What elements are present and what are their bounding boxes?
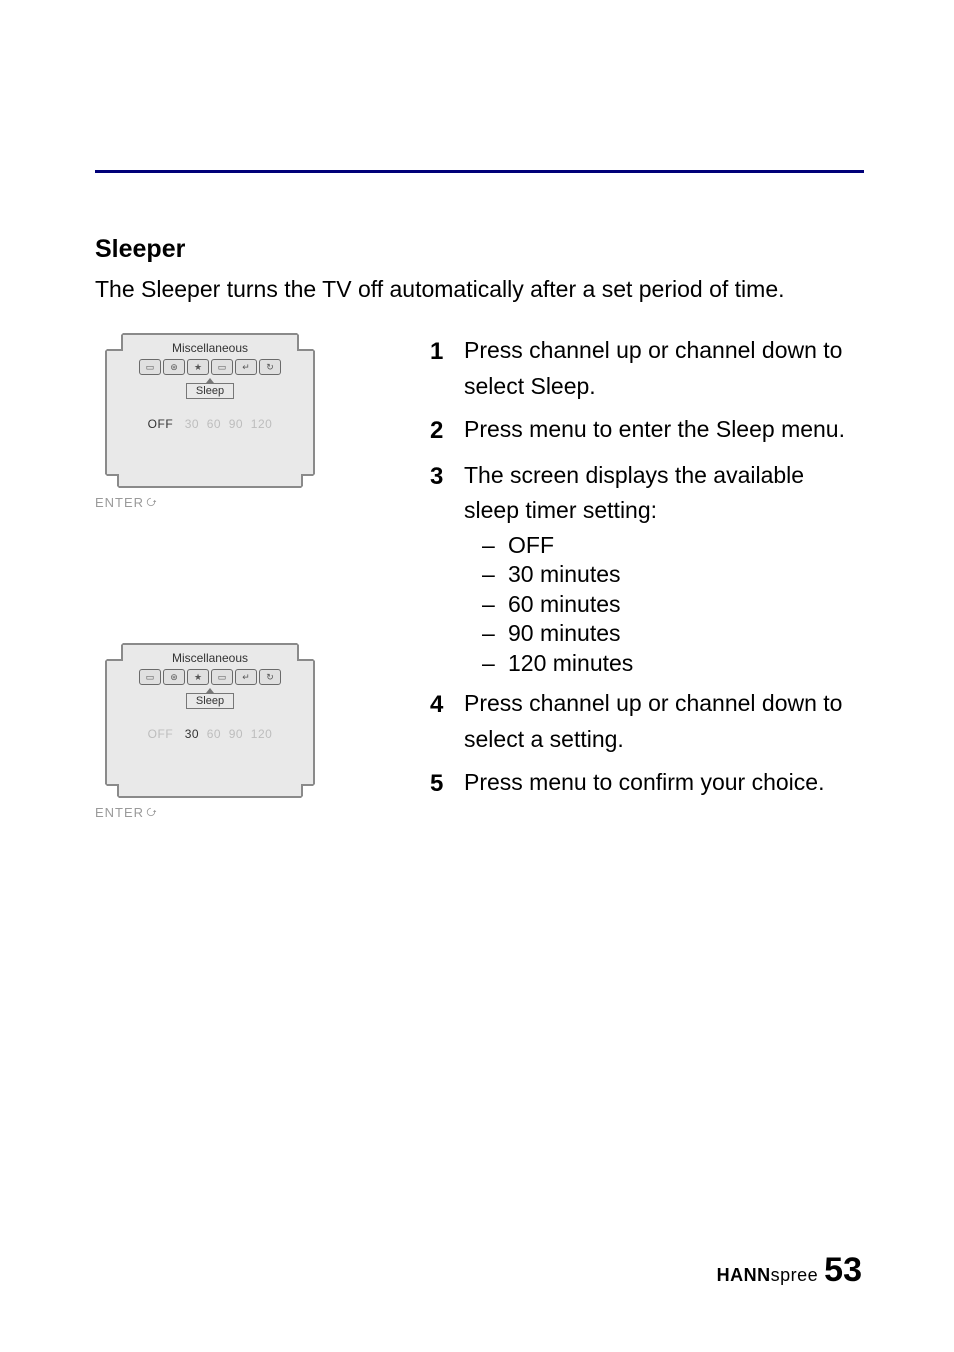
figures-column: Miscellaneous ▭ ⊛ ★ ▭ ↵ ↻ Sleep OFF 30 6… bbox=[95, 333, 375, 843]
osd-opt: 60 bbox=[207, 417, 221, 431]
osd-icon-row: ▭ ⊛ ★ ▭ ↵ ↻ bbox=[107, 669, 313, 685]
osd-frame: Miscellaneous ▭ ⊛ ★ ▭ ↵ ↻ Sleep OFF 30 6… bbox=[105, 643, 315, 798]
step-text: Press channel up or channel down to sele… bbox=[464, 333, 864, 404]
step-text: The screen displays the available sleep … bbox=[464, 462, 804, 524]
osd-enter-label: ENTER bbox=[95, 495, 157, 510]
globe-icon: ⊛ bbox=[163, 669, 185, 685]
return-icon: ↵ bbox=[235, 669, 257, 685]
sub-item: 30 minutes bbox=[482, 560, 864, 589]
osd-options-row-2: OFF 30 60 90 120 bbox=[107, 727, 313, 741]
osd-opt: 60 bbox=[207, 727, 221, 741]
step-sublist: OFF 30 minutes 60 minutes 90 minutes 120… bbox=[464, 531, 864, 678]
osd-opt: OFF bbox=[148, 727, 174, 741]
intro-text: The Sleeper turns the TV off automatical… bbox=[95, 274, 864, 305]
osd-opt: 120 bbox=[251, 417, 273, 431]
steps-list: 1 Press channel up or channel down to se… bbox=[430, 333, 864, 802]
step-text: Press menu to confirm your choice. bbox=[464, 765, 864, 802]
step-text: Press menu to enter the Sleep menu. bbox=[464, 412, 864, 449]
osd-submenu-label: Sleep bbox=[186, 693, 234, 709]
osd-opt: 90 bbox=[229, 727, 243, 741]
tv-icon: ▭ bbox=[139, 359, 161, 375]
enter-text: ENTER bbox=[95, 805, 144, 820]
star-icon: ★ bbox=[187, 669, 209, 685]
globe-icon: ⊛ bbox=[163, 359, 185, 375]
steps-column: 1 Press channel up or channel down to se… bbox=[430, 333, 864, 843]
enter-text: ENTER bbox=[95, 495, 144, 510]
brand-thin: spree bbox=[771, 1265, 819, 1285]
sub-item: 90 minutes bbox=[482, 619, 864, 648]
cc-icon: ▭ bbox=[211, 669, 233, 685]
tv-icon: ▭ bbox=[139, 669, 161, 685]
osd-figure-1: Miscellaneous ▭ ⊛ ★ ▭ ↵ ↻ Sleep OFF 30 6… bbox=[95, 333, 345, 533]
step-body: The screen displays the available sleep … bbox=[464, 458, 864, 678]
step-number: 3 bbox=[430, 458, 464, 678]
osd-enter-label: ENTER bbox=[95, 805, 157, 820]
refresh-icon: ↻ bbox=[259, 669, 281, 685]
star-icon: ★ bbox=[187, 359, 209, 375]
osd-title: Miscellaneous bbox=[107, 645, 313, 665]
section-title: Sleeper bbox=[95, 235, 864, 264]
osd-title: Miscellaneous bbox=[107, 335, 313, 355]
return-icon: ↵ bbox=[235, 359, 257, 375]
sub-item: 60 minutes bbox=[482, 590, 864, 619]
enter-arrow-icon bbox=[146, 497, 157, 508]
step-item: 4 Press channel up or channel down to se… bbox=[430, 686, 864, 757]
brand-logo: HANNspree bbox=[717, 1265, 819, 1286]
osd-opt: OFF bbox=[148, 417, 174, 431]
sub-item: OFF bbox=[482, 531, 864, 560]
figure-gap bbox=[95, 533, 375, 643]
osd-opt: 30 bbox=[185, 417, 199, 431]
osd-icon-row: ▭ ⊛ ★ ▭ ↵ ↻ bbox=[107, 359, 313, 375]
sub-item: 120 minutes bbox=[482, 649, 864, 678]
header-rule bbox=[95, 170, 864, 173]
page: Sleeper The Sleeper turns the TV off aut… bbox=[0, 0, 954, 1352]
page-number: 53 bbox=[824, 1251, 862, 1290]
enter-arrow-icon bbox=[146, 807, 157, 818]
step-item: 3 The screen displays the available slee… bbox=[430, 458, 864, 678]
osd-opt: 120 bbox=[251, 727, 273, 741]
osd-figure-2: Miscellaneous ▭ ⊛ ★ ▭ ↵ ↻ Sleep OFF 30 6… bbox=[95, 643, 345, 843]
brand-bold: HANN bbox=[717, 1265, 771, 1285]
step-item: 2 Press menu to enter the Sleep menu. bbox=[430, 412, 864, 449]
page-footer: HANNspree 53 bbox=[717, 1251, 862, 1290]
refresh-icon: ↻ bbox=[259, 359, 281, 375]
step-number: 1 bbox=[430, 333, 464, 404]
cc-icon: ▭ bbox=[211, 359, 233, 375]
osd-submenu-label: Sleep bbox=[186, 383, 234, 399]
step-number: 2 bbox=[430, 412, 464, 449]
two-column-layout: Miscellaneous ▭ ⊛ ★ ▭ ↵ ↻ Sleep OFF 30 6… bbox=[95, 333, 864, 843]
osd-frame: Miscellaneous ▭ ⊛ ★ ▭ ↵ ↻ Sleep OFF 30 6… bbox=[105, 333, 315, 488]
osd-options-row-1: OFF 30 60 90 120 bbox=[107, 417, 313, 431]
step-item: 1 Press channel up or channel down to se… bbox=[430, 333, 864, 404]
step-text: Press channel up or channel down to sele… bbox=[464, 686, 864, 757]
osd-opt: 90 bbox=[229, 417, 243, 431]
step-number: 4 bbox=[430, 686, 464, 757]
step-number: 5 bbox=[430, 765, 464, 802]
osd-opt: 30 bbox=[185, 727, 199, 741]
step-item: 5 Press menu to confirm your choice. bbox=[430, 765, 864, 802]
